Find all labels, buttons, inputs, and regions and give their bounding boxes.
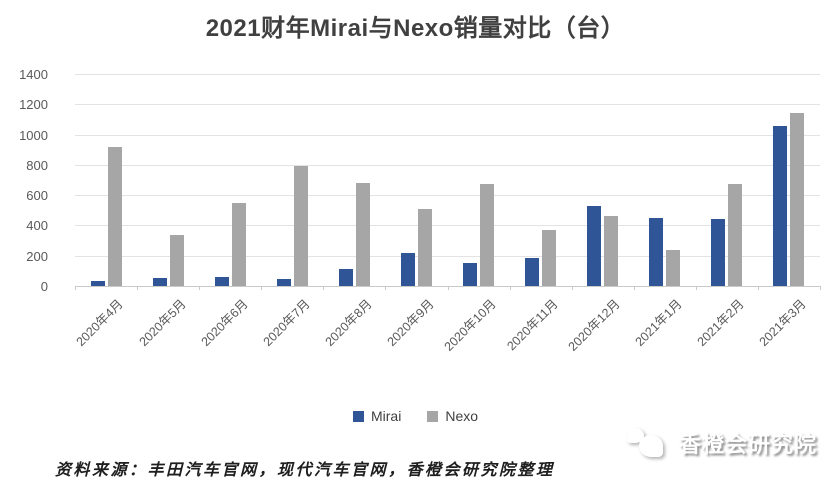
x-axis-tick	[75, 286, 76, 290]
bar-nexo-2020年7月	[293, 166, 308, 286]
source-note: 资料来源：丰田汽车官网，现代汽车官网，香橙会研究院整理	[55, 462, 555, 479]
chart-title: 2021财年Mirai与Nexo销量对比（台）	[205, 15, 626, 42]
x-axis-tick	[695, 286, 697, 290]
bar-nexo-2020年6月	[231, 202, 246, 286]
bar-group-2020年8月	[323, 74, 385, 286]
bar-nexo-2020年10月	[480, 183, 495, 286]
x-axis-tick	[509, 286, 511, 290]
bar-mirai-2020年12月	[587, 205, 602, 286]
bar-mirai-2021年2月	[711, 218, 726, 286]
y-tick-label-800: 800	[26, 157, 48, 173]
x-axis-tick	[447, 286, 449, 290]
gridline-1000	[75, 134, 820, 136]
bar-nexo-2020年4月	[107, 146, 122, 286]
legend-label-mirai: Mirai	[370, 408, 402, 424]
x-axis-tick	[757, 286, 759, 290]
gridline-600	[75, 195, 820, 197]
bubble-small-icon	[626, 428, 644, 443]
bubble-big-icon	[638, 435, 663, 457]
bar-mirai-2021年3月	[773, 125, 788, 286]
bar-nexo-2021年1月	[666, 249, 681, 286]
x-axis-tick	[261, 286, 263, 290]
bar-group-2020年4月	[75, 74, 137, 286]
bar-group-2020年9月	[385, 74, 447, 286]
bar-mirai-2020年11月	[525, 258, 540, 286]
bar-group-2020年7月	[261, 74, 323, 286]
bar-nexo-2021年3月	[790, 112, 805, 286]
bar-nexo-2020年9月	[417, 208, 432, 286]
bar-nexo-2020年8月	[355, 183, 370, 286]
bar-nexo-2020年11月	[542, 229, 557, 286]
legend-label-nexo: Nexo	[445, 408, 479, 424]
bar-nexo-2020年5月	[169, 234, 184, 286]
x-axis-tick	[385, 286, 387, 290]
gridline-800	[75, 164, 820, 166]
bar-mirai-2020年8月	[338, 269, 353, 286]
x-axis-tick	[820, 286, 821, 290]
bar-group-2020年12月	[572, 74, 634, 286]
y-tick-label-0: 0	[40, 279, 48, 294]
mirai-swatch-icon	[352, 410, 364, 422]
gridline-200	[75, 255, 820, 257]
bar-mirai-2020年9月	[400, 253, 415, 286]
x-axis-tick	[571, 286, 573, 290]
bar-group-2020年10月	[448, 74, 510, 286]
bar-mirai-2020年10月	[463, 262, 478, 286]
y-tick-label-400: 400	[26, 218, 48, 234]
y-tick-label-1000: 1000	[19, 127, 48, 143]
bar-group-2021年3月	[758, 74, 820, 286]
bar-mirai-2020年7月	[276, 279, 291, 286]
nexo-swatch-icon	[427, 410, 439, 422]
bar-group-2020年5月	[137, 74, 199, 286]
gridline-1200	[75, 104, 820, 106]
gridline-400	[75, 225, 820, 227]
legend: Mirai Nexo	[0, 408, 831, 424]
bar-nexo-2021年2月	[728, 183, 743, 286]
legend-item-mirai: Mirai	[352, 408, 402, 424]
watermark-logo: 香橙会研究院	[625, 426, 817, 460]
bar-group-2020年11月	[510, 74, 572, 286]
y-tick-label-1200: 1200	[19, 97, 48, 113]
x-axis-tick	[323, 286, 325, 290]
bar-group-2020年6月	[199, 74, 261, 286]
bar-group-2021年1月	[634, 74, 696, 286]
legend-item-nexo: Nexo	[427, 408, 478, 424]
chat-bubbles-logo-icon	[625, 426, 669, 460]
y-tick-label-200: 200	[26, 248, 48, 264]
x-axis-tick	[137, 286, 139, 290]
bar-mirai-2020年4月	[90, 280, 105, 286]
plot-area	[75, 74, 820, 287]
watermark-text: 香橙会研究院	[678, 432, 817, 457]
x-axis-tick	[199, 286, 201, 290]
y-axis: 0 200 400 600 800 1000 1200 1400	[8, 67, 58, 294]
bar-group-2021年2月	[696, 74, 758, 286]
x-axis-tick	[633, 286, 635, 290]
bar-mirai-2020年6月	[214, 276, 229, 286]
gridline-1400	[75, 74, 820, 75]
y-tick-label-600: 600	[26, 188, 48, 204]
bar-mirai-2020年5月	[152, 277, 167, 286]
bar-mirai-2021年1月	[649, 217, 664, 286]
bar-nexo-2020年12月	[604, 216, 619, 286]
y-tick-label-1400: 1400	[19, 67, 48, 82]
